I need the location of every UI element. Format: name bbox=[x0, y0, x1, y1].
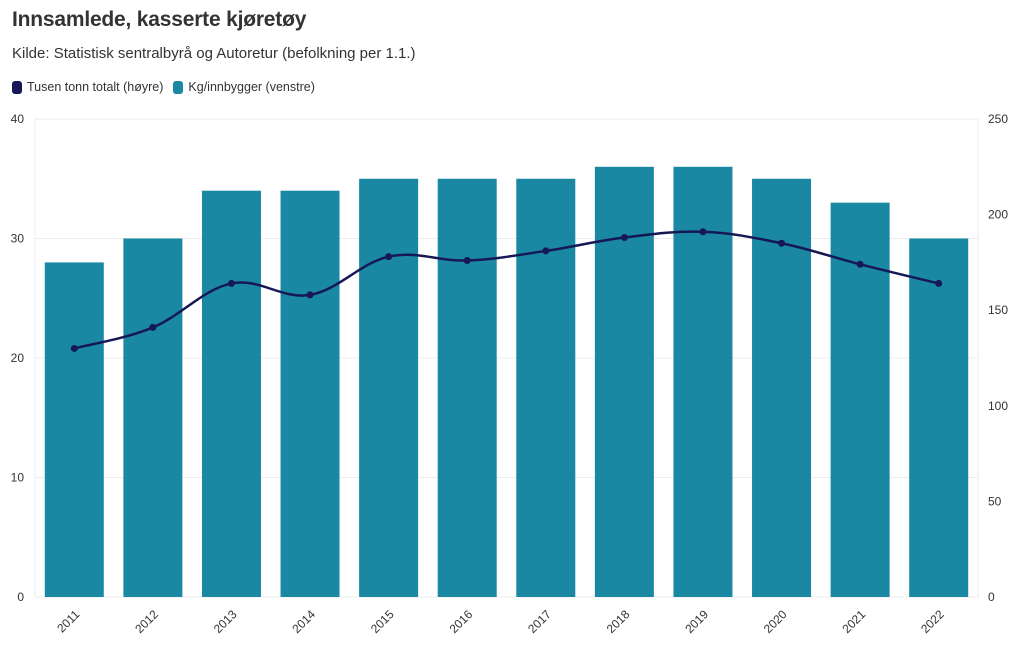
bar-2011 bbox=[44, 262, 104, 597]
bar-2017 bbox=[516, 178, 576, 597]
right-axis-tick-label: 250 bbox=[988, 112, 1008, 126]
x-axis-tick-label: 2014 bbox=[289, 607, 318, 636]
right-axis-tick-label: 0 bbox=[988, 590, 995, 604]
left-axis-tick-label: 40 bbox=[11, 112, 25, 126]
left-axis-tick-label: 10 bbox=[11, 471, 25, 485]
line-point-2018 bbox=[620, 234, 628, 242]
bar-2014 bbox=[280, 190, 340, 597]
left-axis-tick-label: 30 bbox=[11, 232, 25, 246]
right-axis-tick-label: 150 bbox=[988, 303, 1008, 317]
line-point-2015 bbox=[385, 253, 393, 261]
bar-2022 bbox=[909, 238, 969, 597]
x-axis-tick-label: 2017 bbox=[525, 607, 554, 636]
bar-2015 bbox=[359, 178, 419, 597]
line-point-2016 bbox=[463, 256, 471, 264]
x-axis-tick-label: 2022 bbox=[918, 607, 947, 636]
bar-2013 bbox=[201, 190, 261, 597]
line-series-total bbox=[73, 230, 940, 350]
legend-swatch-per-capita bbox=[173, 80, 184, 94]
bar-2018 bbox=[594, 166, 654, 598]
legend-label-total: Tusen tonn totalt (høyre) bbox=[27, 80, 164, 94]
line-point-2013 bbox=[227, 279, 235, 287]
legend-swatch-total bbox=[12, 80, 22, 94]
right-axis-tick-label: 100 bbox=[988, 399, 1008, 413]
right-axis-tick-label: 200 bbox=[988, 208, 1008, 222]
chart-title: Innsamlede, kasserte kjøretøy bbox=[12, 8, 307, 31]
bar-2019 bbox=[673, 166, 733, 598]
line-point-2014 bbox=[306, 291, 314, 299]
legend-item-per-capita[interactable]: Kg/innbygger (venstre) bbox=[173, 80, 315, 94]
left-axis-tick-label: 20 bbox=[11, 351, 25, 365]
left-axis-tick-label: 0 bbox=[17, 590, 24, 604]
x-axis-tick-label: 2020 bbox=[761, 607, 790, 636]
x-axis-tick-label: 2015 bbox=[368, 607, 397, 636]
x-axis-tick-label: 2018 bbox=[604, 607, 633, 636]
line-point-2011 bbox=[70, 344, 78, 352]
chart-subtitle: Kilde: Statistisk sentralbyrå og Autoret… bbox=[12, 45, 416, 62]
x-axis-tick-label: 2016 bbox=[447, 607, 476, 636]
line-point-2017 bbox=[542, 247, 550, 255]
bar-2016 bbox=[437, 178, 497, 597]
line-point-2019 bbox=[699, 228, 707, 236]
line-point-2012 bbox=[149, 323, 157, 331]
line-point-2022 bbox=[935, 279, 943, 287]
legend-label-per-capita: Kg/innbygger (venstre) bbox=[188, 80, 315, 94]
line-point-2021 bbox=[856, 260, 864, 268]
x-axis-tick-label: 2012 bbox=[132, 607, 161, 636]
right-axis-tick-label: 50 bbox=[988, 494, 1002, 508]
legend-item-total[interactable]: Tusen tonn totalt (høyre) bbox=[12, 80, 163, 94]
x-axis-tick-label: 2019 bbox=[682, 607, 711, 636]
x-axis-tick-label: 2013 bbox=[211, 607, 240, 636]
bar-2012 bbox=[123, 238, 183, 597]
line-point-2020 bbox=[778, 239, 786, 247]
x-axis-tick-label: 2021 bbox=[839, 607, 868, 636]
legend: Tusen tonn totalt (høyre) Kg/innbygger (… bbox=[12, 80, 315, 94]
x-axis-tick-label: 2011 bbox=[54, 607, 82, 635]
